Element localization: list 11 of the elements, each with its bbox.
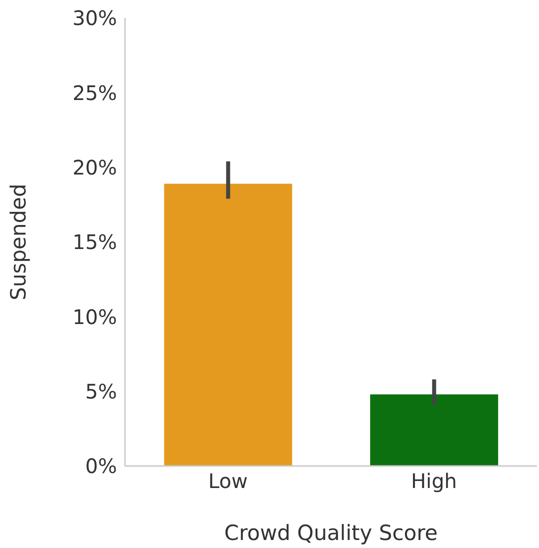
- x-axis-title: Crowd Quality Score: [224, 521, 438, 545]
- y-tick-label: 30%: [72, 6, 117, 30]
- y-tick-label: 5%: [85, 379, 117, 404]
- x-tick-label: High: [411, 469, 457, 494]
- y-axis-title: Suspended: [6, 184, 30, 300]
- y-tick-label: 20%: [72, 155, 117, 180]
- y-tick-label: 15%: [72, 230, 117, 254]
- x-tick-label: Low: [208, 469, 248, 494]
- y-tick-label: 0%: [85, 454, 117, 478]
- y-tick-label: 25%: [72, 80, 117, 105]
- y-tick-label: 10%: [72, 304, 117, 329]
